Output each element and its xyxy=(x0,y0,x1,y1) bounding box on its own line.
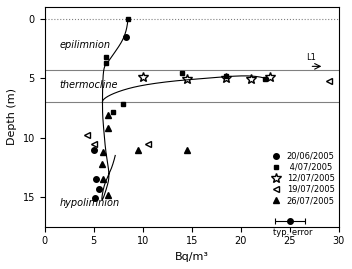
Text: typ. error: typ. error xyxy=(273,228,313,237)
Text: epilimnion: epilimnion xyxy=(59,40,110,50)
Legend: 20/06/2005,  4/07/2005, 12/07/2005, 19/07/2005, 26/07/2005: 20/06/2005, 4/07/2005, 12/07/2005, 19/07… xyxy=(268,152,335,205)
Text: L1: L1 xyxy=(307,53,316,62)
Y-axis label: Depth (m): Depth (m) xyxy=(7,88,17,145)
Text: thermocline: thermocline xyxy=(59,80,118,90)
X-axis label: Bq/m³: Bq/m³ xyxy=(175,252,209,262)
Text: hypolimnion: hypolimnion xyxy=(59,198,119,208)
